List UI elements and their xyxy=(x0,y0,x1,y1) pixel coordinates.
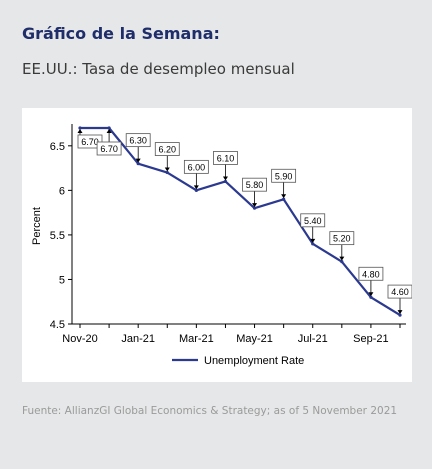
data-label-box xyxy=(213,151,238,165)
data-point xyxy=(107,126,111,130)
data-point xyxy=(136,162,140,166)
chart-legend: Unemployment Rate xyxy=(172,355,304,367)
data-label-arrow xyxy=(222,176,228,181)
data-label-box xyxy=(125,133,151,148)
data-label-box xyxy=(329,231,355,246)
x-tick-label: Jan-21 xyxy=(121,333,155,345)
data-label-box xyxy=(183,159,209,174)
data-label-arrow xyxy=(77,129,83,133)
data-label-arrow xyxy=(281,194,287,199)
unemployment-rate-line xyxy=(80,126,401,317)
data-label-arrow xyxy=(310,238,316,243)
y-tick-label: 6.5 xyxy=(50,141,65,153)
data-label-box xyxy=(77,134,103,149)
data-label: 5.80 xyxy=(246,180,264,190)
data-label-arrow xyxy=(164,167,170,172)
data-point xyxy=(194,188,198,192)
source-note: Fuente: AllianzGI Global Economics & Str… xyxy=(22,405,398,417)
data-label: 6.10 xyxy=(217,153,235,163)
x-tick-label: Sep-21 xyxy=(353,333,388,345)
y-tick-label: 4.5 xyxy=(50,319,65,331)
x-tick-label: May-21 xyxy=(236,333,273,345)
data-label-box xyxy=(154,142,180,156)
y-tick-label: 5 xyxy=(59,274,65,286)
data-label-arrow xyxy=(397,310,403,315)
data-label-arrow xyxy=(339,256,345,261)
data-label-arrow xyxy=(252,203,258,208)
x-tick-label: Nov-20 xyxy=(62,333,97,345)
x-tick-label: Jul-21 xyxy=(298,333,328,345)
data-point xyxy=(398,313,402,317)
chart-heading: Gráfico de la Semana: xyxy=(22,24,220,43)
data-label-arrow xyxy=(368,292,374,297)
chart-ticks: 6.5 6 5.5 5 4.5 Percent Nov-20 Jan-21 Mar-21 May-… xyxy=(31,141,401,345)
y-tick-label: 5.5 xyxy=(50,230,65,242)
data-label: 4.80 xyxy=(362,269,380,279)
x-tick-label: Mar-21 xyxy=(179,333,214,345)
data-point xyxy=(282,197,286,201)
data-label-box xyxy=(96,141,122,156)
chart-subheading: EE.UU.: Tasa de desempleo mensual xyxy=(22,60,295,78)
data-point xyxy=(252,206,257,210)
data-point xyxy=(78,126,82,130)
data-label-box xyxy=(242,177,267,192)
data-label-box xyxy=(300,213,326,228)
data-label: 5.40 xyxy=(304,216,322,226)
data-point xyxy=(369,295,373,299)
data-label: 5.90 xyxy=(275,171,293,181)
data-label: 6.00 xyxy=(188,162,206,172)
data-label: 6.20 xyxy=(159,145,177,155)
data-label: 4.60 xyxy=(391,287,409,297)
chart-panel: 6.5 6 5.5 5 4.5 Percent Nov-20 Jan-21 Mar-21 May-… xyxy=(22,108,413,382)
data-label-arrow xyxy=(106,129,112,133)
data-label-arrow xyxy=(135,158,141,163)
data-label-arrow xyxy=(193,185,199,190)
data-label: 6.70 xyxy=(81,137,99,147)
data-point xyxy=(311,242,315,246)
data-label: 6.30 xyxy=(129,136,147,146)
y-tick-label: 6 xyxy=(59,185,65,197)
data-point xyxy=(165,170,169,175)
data-label-box xyxy=(358,266,384,281)
data-label: 5.20 xyxy=(333,234,351,244)
chart-axes xyxy=(71,124,406,325)
data-label: 6.70 xyxy=(100,144,118,154)
data-label-box xyxy=(271,168,297,183)
legend-label: Unemployment Rate xyxy=(204,355,304,367)
data-point xyxy=(340,260,344,264)
data-point xyxy=(223,179,228,184)
line-chart: 6.5 6 5.5 5 4.5 Percent Nov-20 Jan-21 Mar-21 May-… xyxy=(31,124,413,367)
chart-series xyxy=(78,126,402,317)
y-axis-label: Percent xyxy=(31,207,43,245)
